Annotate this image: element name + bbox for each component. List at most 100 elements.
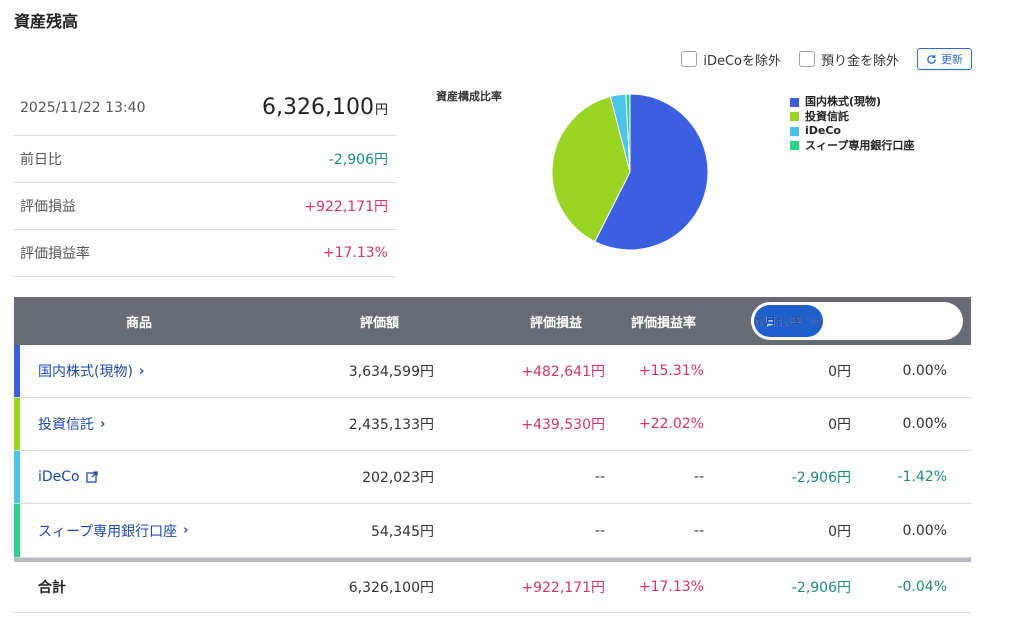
chevron-right-icon: › [183, 523, 189, 538]
summary-total-value: 6,326,100円 [262, 95, 396, 120]
refresh-icon [927, 54, 936, 64]
table-row: 国内株式(現物) › 3,634,599円 +482,641円 +15.31% 0… [14, 345, 971, 398]
total-label: 合計 [38, 580, 66, 596]
pie-slice [551, 95, 631, 243]
summary-label: 前日比 [20, 152, 62, 168]
refresh-button[interactable]: 更新 [917, 48, 972, 70]
summary-row-pl-rate: 評価損益率 +17.13% [14, 230, 396, 277]
pie-chart [551, 93, 709, 251]
total-change: -2,906円 [791, 580, 851, 596]
table-row: スィープ専用銀行口座 › 54,345円 -- -- 0円 0.00% [14, 504, 971, 558]
toggle-day-change[interactable]: 前日比/率(%) [754, 305, 824, 337]
cell-change: 0円 [828, 417, 851, 433]
holdings-table: 商品 評価額 評価損益 評価損益率 前日比/率(%) 前月比/率(%) 国内株式… [14, 297, 971, 613]
checkbox-label: 預り金を除外 [820, 53, 899, 69]
exclude-ideco-checkbox[interactable]: iDeCoを除外 [681, 50, 781, 69]
table-total-row: 合計 6,326,100円 +922,171円 +17.13% -2,906円 … [14, 558, 971, 613]
legend-swatch [790, 97, 799, 107]
legend-item: iDeCo [790, 124, 914, 139]
cell-pl: +482,641円 [521, 364, 605, 380]
cell-value: 2,435,133円 [348, 417, 434, 433]
chart-title: 資産構成比率 [436, 90, 502, 103]
summary-total-row: 2025/11/22 13:40 6,326,100円 [14, 80, 396, 136]
summary-value: +922,171円 [304, 199, 388, 215]
total-change-rate: -0.04% [897, 579, 947, 595]
header-product: 商品 [126, 315, 153, 331]
legend-label: スィープ専用銀行口座 [805, 138, 915, 152]
header-pl: 評価損益 [530, 315, 583, 331]
product-name: 国内株式(現物) [38, 364, 133, 380]
summary-row-pl: 評価損益 +922,171円 [14, 183, 396, 230]
summary-value: +17.13% [322, 245, 388, 261]
cell-change-rate: 0.00% [902, 522, 947, 539]
legend-swatch [790, 112, 799, 122]
yen-unit: 円 [374, 103, 388, 118]
legend-label: 投資信託 [805, 109, 849, 123]
cell-change: 0円 [828, 523, 851, 540]
cell-pl-rate: -- [693, 469, 704, 485]
row-color-bar [14, 451, 20, 503]
legend-label: iDeCo [805, 124, 841, 137]
checkbox-box[interactable] [681, 51, 698, 67]
cell-pl-rate: -- [693, 522, 704, 539]
cell-pl: -- [594, 469, 605, 485]
header-pl-rate: 評価損益率 [631, 315, 697, 331]
change-period-toggle: 前日比/率(%) 前月比/率(%) [751, 302, 963, 340]
row-color-bar [14, 345, 20, 397]
summary-label: 評価損益 [20, 199, 76, 215]
legend-item: 国内株式(現物) [790, 95, 914, 110]
product-link[interactable]: 国内株式(現物) › [38, 361, 144, 381]
total-amount: 6,326,100 [262, 95, 374, 120]
summary-datetime: 2025/11/22 13:40 [20, 99, 146, 116]
legend-item: 投資信託 [790, 110, 914, 125]
summary-row-day-change: 前日比 -2,906円 [14, 136, 396, 183]
cell-change-rate: 0.00% [902, 363, 947, 379]
product-name: スィープ専用銀行口座 [38, 523, 178, 540]
page-title: 資産残高 [14, 12, 79, 31]
summary-value: -2,906円 [328, 152, 388, 168]
total-value: 6,326,100円 [348, 580, 434, 596]
cell-change-rate: -1.42% [897, 469, 947, 485]
product-link[interactable]: iDeCo [38, 469, 98, 485]
cell-change: 0円 [828, 364, 851, 380]
chevron-right-icon: › [100, 416, 106, 432]
summary-panel: 2025/11/22 13:40 6,326,100円 前日比 -2,906円 … [14, 80, 396, 277]
cell-change: -2,906円 [791, 470, 851, 486]
total-pl: +922,171円 [521, 580, 605, 596]
cell-pl: +439,530円 [521, 417, 605, 433]
row-color-bar [14, 504, 20, 557]
legend-swatch [790, 141, 799, 151]
checkbox-label: iDeCoを除外 [703, 53, 781, 69]
row-color-bar [14, 398, 20, 450]
total-pl-rate: +17.13% [638, 579, 704, 595]
chevron-right-icon: › [138, 363, 145, 379]
legend-swatch [790, 126, 799, 136]
product-link[interactable]: 投資信託 › [38, 414, 105, 434]
toggle-month-change[interactable]: 前月比/率(%) [754, 315, 824, 328]
cell-change-rate: 0.00% [902, 416, 947, 432]
cell-value: 3,634,599円 [348, 364, 434, 380]
cell-pl-rate: +15.31% [638, 363, 704, 379]
cell-pl-rate: +22.02% [638, 416, 704, 432]
checkbox-box[interactable] [798, 51, 815, 67]
pie-slice [594, 93, 709, 251]
chart-legend: 国内株式(現物) 投資信託 iDeCo スィープ専用銀行口座 [790, 95, 914, 153]
table-row: 投資信託 › 2,435,133円 +439,530円 +22.02% 0円 0.… [14, 398, 971, 451]
cell-value: 202,023円 [362, 470, 434, 486]
cell-pl: -- [594, 522, 605, 539]
product-link[interactable]: スィープ専用銀行口座 › [38, 521, 189, 541]
cell-value: 54,345円 [371, 523, 434, 540]
controls-bar: iDeCoを除外 預り金を除外 更新 [681, 48, 972, 70]
external-link-icon [85, 471, 98, 483]
exclude-deposit-checkbox[interactable]: 預り金を除外 [798, 50, 899, 69]
table-header: 商品 評価額 評価損益 評価損益率 前日比/率(%) 前月比/率(%) [14, 297, 971, 345]
product-name: 投資信託 [38, 417, 94, 433]
table-row: iDeCo 202,023円 -- -- -2,906円 -1.42% [14, 451, 971, 504]
summary-label: 評価損益率 [20, 246, 90, 262]
pie-slice [625, 93, 631, 173]
header-value: 評価額 [360, 315, 400, 331]
refresh-label: 更新 [941, 53, 963, 66]
legend-item: スィープ専用銀行口座 [790, 139, 914, 154]
legend-label: 国内株式(現物) [805, 95, 882, 108]
product-name: iDeCo [38, 469, 80, 485]
